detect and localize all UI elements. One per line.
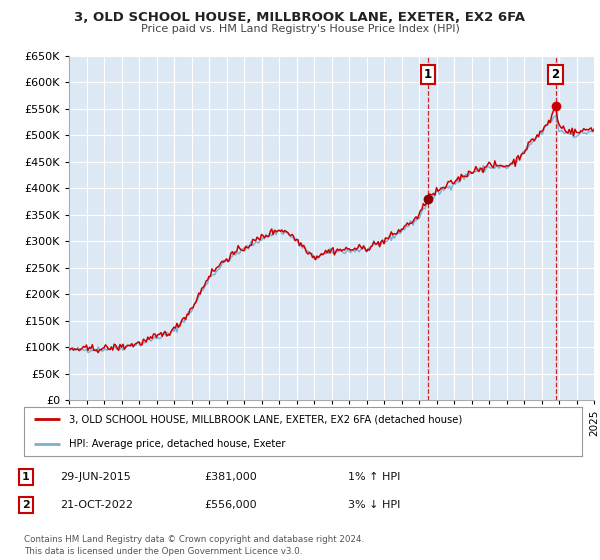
Text: 3% ↓ HPI: 3% ↓ HPI	[348, 500, 400, 510]
Text: 1: 1	[22, 472, 29, 482]
Text: 3, OLD SCHOOL HOUSE, MILLBROOK LANE, EXETER, EX2 6FA: 3, OLD SCHOOL HOUSE, MILLBROOK LANE, EXE…	[74, 11, 526, 24]
Text: 2: 2	[22, 500, 29, 510]
Text: £381,000: £381,000	[204, 472, 257, 482]
Text: 1% ↑ HPI: 1% ↑ HPI	[348, 472, 400, 482]
Text: £556,000: £556,000	[204, 500, 257, 510]
Text: Contains HM Land Registry data © Crown copyright and database right 2024.
This d: Contains HM Land Registry data © Crown c…	[24, 535, 364, 556]
Text: 29-JUN-2015: 29-JUN-2015	[60, 472, 131, 482]
Text: 1: 1	[424, 68, 431, 81]
Text: 3, OLD SCHOOL HOUSE, MILLBROOK LANE, EXETER, EX2 6FA (detached house): 3, OLD SCHOOL HOUSE, MILLBROOK LANE, EXE…	[68, 414, 462, 424]
Text: Price paid vs. HM Land Registry's House Price Index (HPI): Price paid vs. HM Land Registry's House …	[140, 24, 460, 34]
Text: 21-OCT-2022: 21-OCT-2022	[60, 500, 133, 510]
Text: HPI: Average price, detached house, Exeter: HPI: Average price, detached house, Exet…	[68, 439, 285, 449]
Text: 2: 2	[551, 68, 560, 81]
